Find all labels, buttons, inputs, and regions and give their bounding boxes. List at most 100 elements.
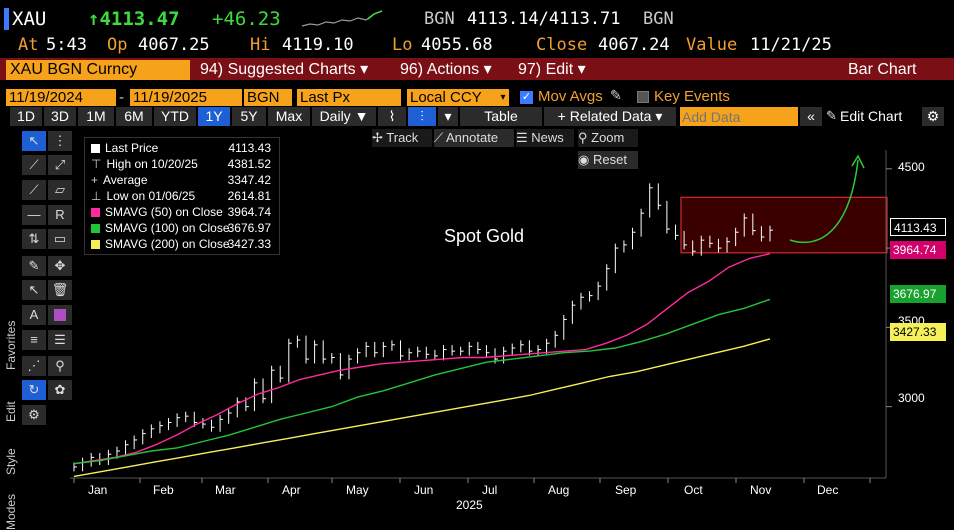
net-change: +46.23 (212, 8, 281, 30)
high-value: 4119.10 (282, 35, 354, 55)
actions-menu[interactable]: 96) Actions ▾ (400, 61, 492, 78)
x-tick-label: Feb (153, 483, 174, 497)
sma200-line (73, 338, 771, 478)
period-3d[interactable]: 3D (44, 107, 76, 126)
x-tick-marks (73, 478, 871, 483)
period-5y[interactable]: 5Y (232, 107, 266, 126)
edit-chart-button[interactable]: Edit Chart (840, 108, 903, 124)
related-data-menu[interactable]: + Related Data ▾ (544, 107, 676, 126)
zoom-icon: ⚲ (578, 130, 592, 145)
annotate-icon: ⟋ (434, 130, 446, 145)
forecast-arrow (789, 159, 859, 244)
add-data-input[interactable] (682, 108, 796, 125)
period-ytd[interactable]: YTD (154, 107, 196, 126)
x-tick-label: Apr (282, 483, 301, 497)
cursor-icon[interactable]: ↖ (22, 131, 46, 151)
period-max[interactable]: Max (268, 107, 310, 126)
frequency-select[interactable]: Daily ▼ (312, 107, 376, 126)
x-tick-label: Sep (615, 483, 637, 497)
period-1m[interactable]: 1M (78, 107, 114, 126)
move-icon[interactable]: ✥ (48, 256, 72, 276)
suggested-charts-menu[interactable]: 94) Suggested Charts ▾ (200, 61, 369, 78)
open-label: Op (107, 35, 128, 55)
sma50-price-tag: 3964.74 (890, 241, 946, 259)
x-tick-label: Jun (414, 483, 434, 497)
legend-sma100: SMAVG (100) on Close (91, 220, 230, 236)
reset-button[interactable]: ◉ Reset (578, 151, 638, 169)
high-label: Hi (250, 35, 271, 55)
legend-sma200: SMAVG (200) on Close (91, 236, 230, 252)
key-events-checkbox[interactable] (637, 91, 649, 103)
legend-label: High on 10/20/25 (106, 157, 198, 171)
palette-icon[interactable]: ✿ (48, 380, 72, 400)
x-tick-label: Aug (548, 483, 570, 497)
sma50-line (73, 253, 771, 465)
price-bars (73, 183, 773, 472)
sma100-line (73, 298, 771, 465)
x-tick-label: Jan (88, 483, 108, 497)
fib-icon[interactable]: ⇅ (22, 229, 46, 249)
retracement-icon[interactable]: R (48, 205, 72, 225)
line-weight-icon[interactable]: ≡ (22, 330, 46, 350)
text-icon[interactable]: A (22, 305, 46, 325)
annotate-button[interactable]: ⟋ Annotate (434, 129, 514, 147)
settings-gear-icon[interactable]: ⚙ (922, 107, 944, 126)
track-button[interactable]: ✢ Track (372, 129, 432, 147)
zoom-label: Zoom (591, 130, 625, 145)
color-icon[interactable] (48, 305, 72, 325)
ticker: XAU (12, 8, 47, 30)
crosshair-icon[interactable]: ⋮ (48, 131, 72, 151)
security-field[interactable]: XAU BGN Curncy (6, 60, 190, 80)
collapse-left-icon[interactable]: « (800, 107, 822, 126)
legend-swatch (91, 224, 100, 234)
select-icon[interactable]: ↖ (22, 280, 46, 300)
legend-value: 3427.33 (227, 237, 271, 251)
trendline-icon[interactable]: ⟋ (22, 155, 46, 175)
period-1y[interactable]: 1Y (198, 107, 230, 126)
arrow-head-icon (851, 154, 865, 169)
edit-chart-pencil-icon[interactable]: ✎ (826, 108, 837, 123)
currency-select[interactable]: Local CCY (407, 89, 509, 106)
legend-label: Low on 01/06/25 (106, 189, 196, 203)
start-date-input[interactable]: 11/19/2024 (6, 89, 116, 106)
x-tick-label: Jul (482, 483, 498, 497)
news-icon: ☰ (516, 130, 532, 145)
table-button[interactable]: Table (460, 107, 542, 126)
channel-icon[interactable]: ▱ (48, 180, 72, 200)
refresh-icon[interactable]: ↻ (22, 380, 46, 400)
dotted-line-icon[interactable]: ⋰ (22, 356, 46, 376)
mov-avgs-checkbox[interactable]: ✓ (520, 91, 533, 104)
end-date-input[interactable]: 11/19/2025 (130, 89, 242, 106)
segment-icon[interactable]: ⟋ (22, 180, 46, 200)
chart-type-label: Bar Chart (848, 61, 917, 78)
horizontal-line-icon[interactable]: — (22, 205, 46, 225)
pen-icon[interactable]: ✎ (22, 256, 46, 276)
source-input[interactable]: BGN (244, 89, 292, 106)
toolbar-gear-icon[interactable]: ⚙ (22, 405, 46, 425)
legend-label: SMAVG (50) on Close (105, 205, 223, 219)
line-style-icon[interactable]: ☰ (48, 330, 72, 350)
news-button[interactable]: ☰ News (516, 129, 574, 147)
period-1d[interactable]: 1D (10, 107, 42, 126)
open-value: 4067.25 (138, 35, 210, 55)
bar-chart-icon[interactable]: ⫶ (408, 107, 436, 126)
rectangle-icon[interactable]: ▭ (48, 229, 72, 249)
line-chart-icon[interactable]: ⌇ (378, 107, 406, 126)
edit-menu[interactable]: 97) Edit ▾ (518, 61, 586, 78)
legend-average: + Average (91, 172, 148, 188)
sparkline (301, 10, 383, 27)
price-chart (70, 150, 892, 483)
zoom-button[interactable]: ⚲ Zoom (578, 129, 638, 147)
period-6m[interactable]: 6M (116, 107, 152, 126)
at-label: At (18, 35, 39, 55)
annotation-box (680, 196, 888, 254)
chart-style-chevron-icon[interactable]: ▾ (438, 107, 458, 126)
chevron-down-icon[interactable]: ▾ (497, 90, 509, 105)
trash-icon[interactable]: 🗑 (48, 280, 72, 300)
x-tick-label: Dec (817, 483, 839, 497)
last-price: ↑4113.47 (88, 8, 180, 30)
field-input[interactable]: Last Px (297, 89, 401, 106)
magnet-icon[interactable]: ⚲ (48, 356, 72, 376)
pencil-icon[interactable]: ✎ (610, 87, 622, 103)
ray-icon[interactable]: ⤢ (48, 155, 72, 175)
